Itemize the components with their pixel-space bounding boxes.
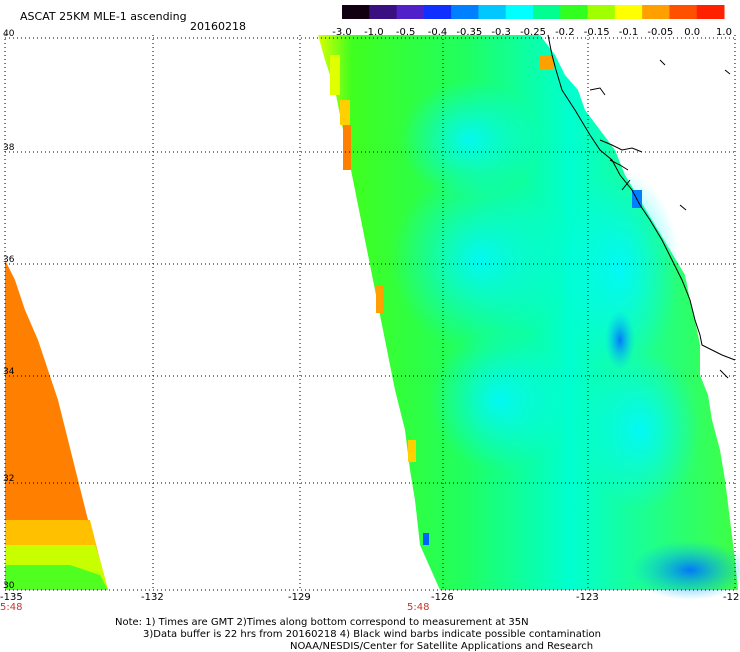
colorbar-cell — [614, 5, 643, 19]
colorbar-label: -0.3 — [491, 27, 511, 38]
colorbar-label: -0.05 — [647, 27, 673, 38]
colorbar-cell — [505, 5, 534, 19]
lon-tick-label: -126 — [431, 592, 454, 603]
lon-tick-label: -132 — [141, 592, 164, 603]
axis-labels: -135 -132 -129 -126 -123 -120 40 38 36 34 32 30 — [0, 29, 740, 603]
colorbar-cell — [342, 5, 370, 19]
colorbar-label: -0.5 — [396, 27, 416, 38]
lat-tick-label: 40 — [3, 29, 15, 39]
map-date: 20160218 — [190, 20, 246, 33]
lat-lon-grid — [4, 35, 736, 591]
colorbar-label: -0.15 — [584, 27, 610, 38]
lat-tick-label: 32 — [3, 474, 14, 484]
colorbar-cell — [369, 5, 398, 19]
colorbar-cell — [560, 5, 589, 19]
colorbar-label: 0.0 — [684, 27, 700, 38]
lat-tick-label: 34 — [3, 367, 15, 377]
colorbar-cell — [423, 5, 452, 19]
colorbar-label: -1.0 — [364, 27, 384, 38]
map-title: ASCAT 25KM MLE-1 ascending — [20, 10, 187, 23]
colorbar-label: -3.0 — [332, 27, 352, 38]
colorbar-cell — [696, 5, 725, 19]
colorbar-label: -0.1 — [619, 27, 639, 38]
colorbar-label: -0.2 — [555, 27, 575, 38]
colorbar-cell — [396, 5, 425, 19]
colorbar-cell — [451, 5, 479, 19]
colorbar-cell — [642, 5, 670, 19]
colorbar-cell — [669, 5, 698, 19]
left-swath — [5, 260, 108, 590]
colorbar-label: -0.25 — [520, 27, 546, 38]
time-label-right: 5:48 — [407, 602, 430, 613]
colorbar-cell — [587, 5, 616, 19]
right-swath — [318, 35, 740, 600]
coastline — [547, 34, 736, 379]
note-line-1: Note: 1) Times are GMT 2)Times along bot… — [115, 617, 529, 628]
lon-tick-label: -135 — [0, 592, 23, 603]
note-line-2: 3)Data buffer is 22 hrs from 20160218 4)… — [143, 629, 601, 640]
colorbar-label: 1.0 — [716, 27, 732, 38]
lat-tick-label: 30 — [3, 581, 15, 591]
lon-tick-label: -129 — [288, 592, 311, 603]
colorbar-cell — [533, 5, 561, 19]
time-label-left: 5:48 — [0, 602, 23, 613]
colorbar: -3.0 -1.0 -0.5 -0.4 -0.35 -0.3 -0.25 -0.2 -0.15-… — [332, 5, 732, 38]
colorbar-label: -0.4 — [428, 27, 448, 38]
lon-tick-label: -123 — [576, 592, 599, 603]
colorbar-label: -0.35 — [456, 27, 482, 38]
lat-tick-label: 36 — [3, 255, 15, 265]
colorbar-cell — [478, 5, 507, 19]
lat-tick-label: 38 — [3, 143, 15, 153]
note-line-3: NOAA/NESDIS/Center for Satellite Applica… — [290, 641, 594, 652]
lon-tick-label: -120 — [723, 592, 740, 603]
